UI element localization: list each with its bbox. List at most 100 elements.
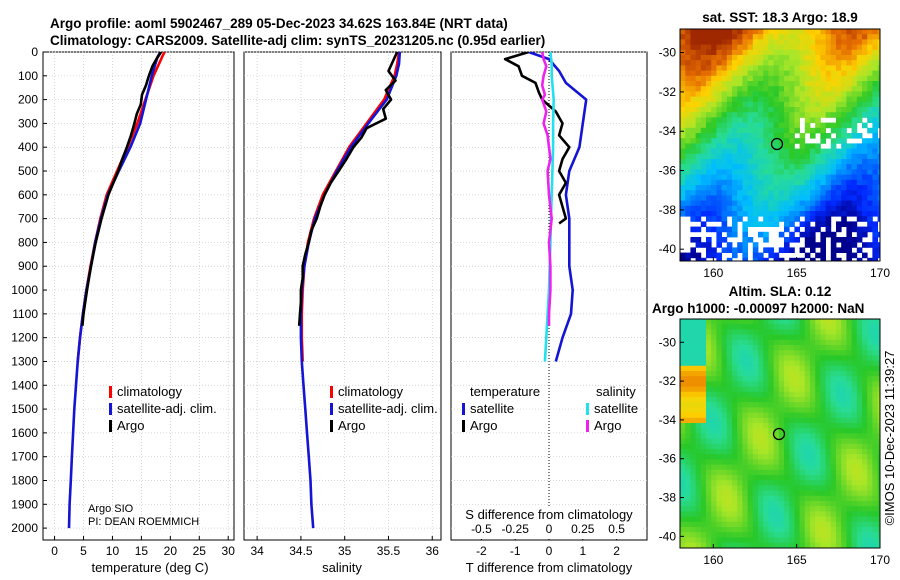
map-cell xyxy=(716,60,722,66)
map-cell xyxy=(742,49,748,56)
map-cell xyxy=(742,521,748,528)
map-cell xyxy=(763,490,769,497)
map-cell xyxy=(815,516,821,523)
map-cell xyxy=(877,329,880,335)
map-cell xyxy=(773,112,780,118)
map-cell xyxy=(851,329,858,335)
map-cell xyxy=(685,542,691,548)
map-cell xyxy=(695,96,702,103)
map-cell xyxy=(851,60,858,66)
map-cell xyxy=(690,75,696,82)
map-cell xyxy=(830,495,837,502)
map-cell xyxy=(872,360,878,367)
map-cell xyxy=(804,459,811,465)
map-cell xyxy=(758,438,764,445)
map-cell xyxy=(680,96,686,103)
map-cell xyxy=(784,350,790,356)
map-cell xyxy=(716,469,722,476)
map-cell xyxy=(726,443,733,450)
map-cell xyxy=(872,81,878,87)
map-cell xyxy=(856,39,863,45)
map-cell xyxy=(690,443,696,450)
map-cell xyxy=(706,60,712,66)
map-cell xyxy=(721,60,728,66)
map-cell xyxy=(846,153,852,160)
map-cell xyxy=(820,237,826,243)
map-cell xyxy=(841,355,847,361)
map-cell xyxy=(726,521,733,528)
map-cell xyxy=(778,350,785,356)
map-cell xyxy=(768,185,774,191)
map-cell xyxy=(700,185,707,191)
map-cell xyxy=(836,247,842,253)
map-cell xyxy=(732,96,738,103)
map-cell xyxy=(773,339,780,346)
map-cell xyxy=(778,319,785,325)
map-cell xyxy=(768,117,774,123)
x-tick-label: -1 xyxy=(510,544,521,558)
map-cell xyxy=(732,86,738,92)
map-cell xyxy=(799,402,806,408)
map-cell xyxy=(732,107,738,113)
map-cell xyxy=(820,402,826,408)
map-cell xyxy=(810,355,816,361)
map-cell xyxy=(768,174,774,181)
map-cell xyxy=(706,433,712,439)
map-cell xyxy=(841,464,847,471)
map-cell xyxy=(804,86,811,92)
map-cell xyxy=(851,386,858,393)
map-cell xyxy=(700,122,707,129)
map-cell xyxy=(794,350,800,356)
map-cell xyxy=(810,211,816,217)
map-cell xyxy=(700,334,707,341)
map-cell xyxy=(778,485,785,491)
map-cell xyxy=(690,449,696,455)
map-cell xyxy=(789,60,795,66)
map-cell xyxy=(867,148,873,155)
map-cell xyxy=(700,96,707,103)
map-cell xyxy=(737,96,743,103)
map-cell xyxy=(877,216,880,222)
map-cell xyxy=(815,143,821,149)
map-cell xyxy=(742,133,748,139)
sla-map-ticks: 160 165 170-30-32-34-36-38-40 xyxy=(659,335,891,567)
map-cell xyxy=(856,164,863,170)
map-cell xyxy=(752,381,759,387)
map-cell xyxy=(815,402,821,408)
map-cell xyxy=(732,355,738,361)
map-cell xyxy=(747,122,754,129)
map-cell xyxy=(877,376,880,382)
map-cell xyxy=(742,148,748,155)
map-cell xyxy=(804,159,811,165)
map-cell xyxy=(763,169,769,175)
map-cell xyxy=(784,174,790,181)
map-cell xyxy=(716,365,722,372)
map-cell xyxy=(862,376,868,382)
map-cell xyxy=(763,464,769,471)
map-cell xyxy=(877,39,880,45)
map-cell xyxy=(690,169,696,175)
map-cell xyxy=(856,112,863,118)
map-cell xyxy=(872,127,878,134)
map-cell xyxy=(680,138,686,144)
map-cell xyxy=(685,485,691,491)
map-cell xyxy=(706,495,712,502)
map-cell xyxy=(815,329,821,335)
map-cell xyxy=(695,334,702,341)
map-cell xyxy=(742,143,748,149)
map-cell xyxy=(742,242,748,248)
map-cell xyxy=(685,117,691,123)
map-cell xyxy=(851,433,858,439)
map-cell xyxy=(789,247,795,253)
map-cell xyxy=(815,148,821,155)
map-cell xyxy=(872,417,878,424)
map-cell xyxy=(778,34,785,40)
map-cell xyxy=(778,179,785,186)
map-cell xyxy=(856,454,863,460)
map-cell xyxy=(773,329,780,335)
map-cell xyxy=(685,190,691,196)
map-cell xyxy=(799,371,806,377)
map-cell xyxy=(862,501,868,507)
map-cell xyxy=(841,153,847,160)
map-cell xyxy=(804,423,811,429)
